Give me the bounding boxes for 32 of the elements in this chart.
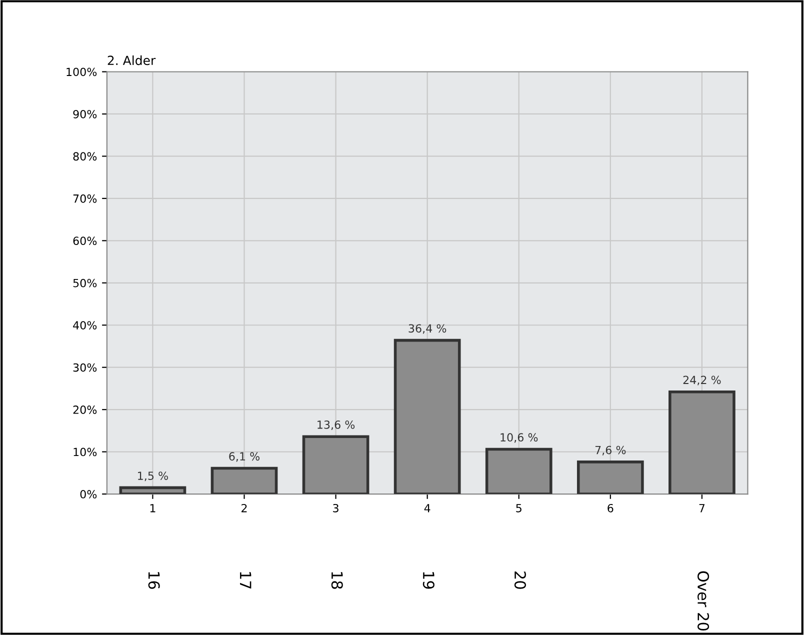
data-label: 13,6 % (318, 420, 355, 430)
x-tick-label: 5 (516, 504, 522, 512)
y-tick-label: 50% (73, 278, 97, 288)
data-label: 36,4 % (408, 324, 446, 334)
text: 16 (148, 572, 160, 589)
data-label: 6,1 % (229, 452, 260, 462)
y-tick-label: 30% (73, 363, 97, 372)
x-tick-label: 7 (699, 504, 705, 512)
data-label: 24,2 % (683, 376, 721, 386)
data-label: 7,6 % (595, 446, 626, 456)
x-tick-label: 2 (242, 504, 247, 512)
y-tick-label: 20% (73, 406, 97, 414)
x-tick-label: 1 (150, 504, 156, 512)
y-tick-label: 60% (73, 236, 97, 246)
chart-title: 2. Alder (108, 55, 156, 66)
x-tick-label: 4 (424, 504, 430, 512)
text: 19 (422, 572, 434, 589)
text: 18 (331, 572, 343, 589)
y-tick-label: 90% (73, 110, 97, 118)
y-tick-label: 70% (73, 194, 97, 203)
x-tick-label: 3 (333, 504, 338, 512)
y-tick-label: 10% (74, 448, 97, 456)
data-label: 1,5 % (138, 472, 168, 482)
x-tick-label: 6 (608, 504, 614, 512)
text: Over 20 (698, 571, 710, 630)
data-label: 10,6 % (500, 433, 538, 443)
y-tick-label: 40% (73, 321, 97, 330)
y-tick-label: 100% (66, 68, 97, 76)
y-tick-label: 0% (80, 490, 97, 498)
y-tick-label: 80% (73, 152, 97, 161)
text: 20 (514, 572, 526, 589)
text: 17 (240, 572, 252, 589)
